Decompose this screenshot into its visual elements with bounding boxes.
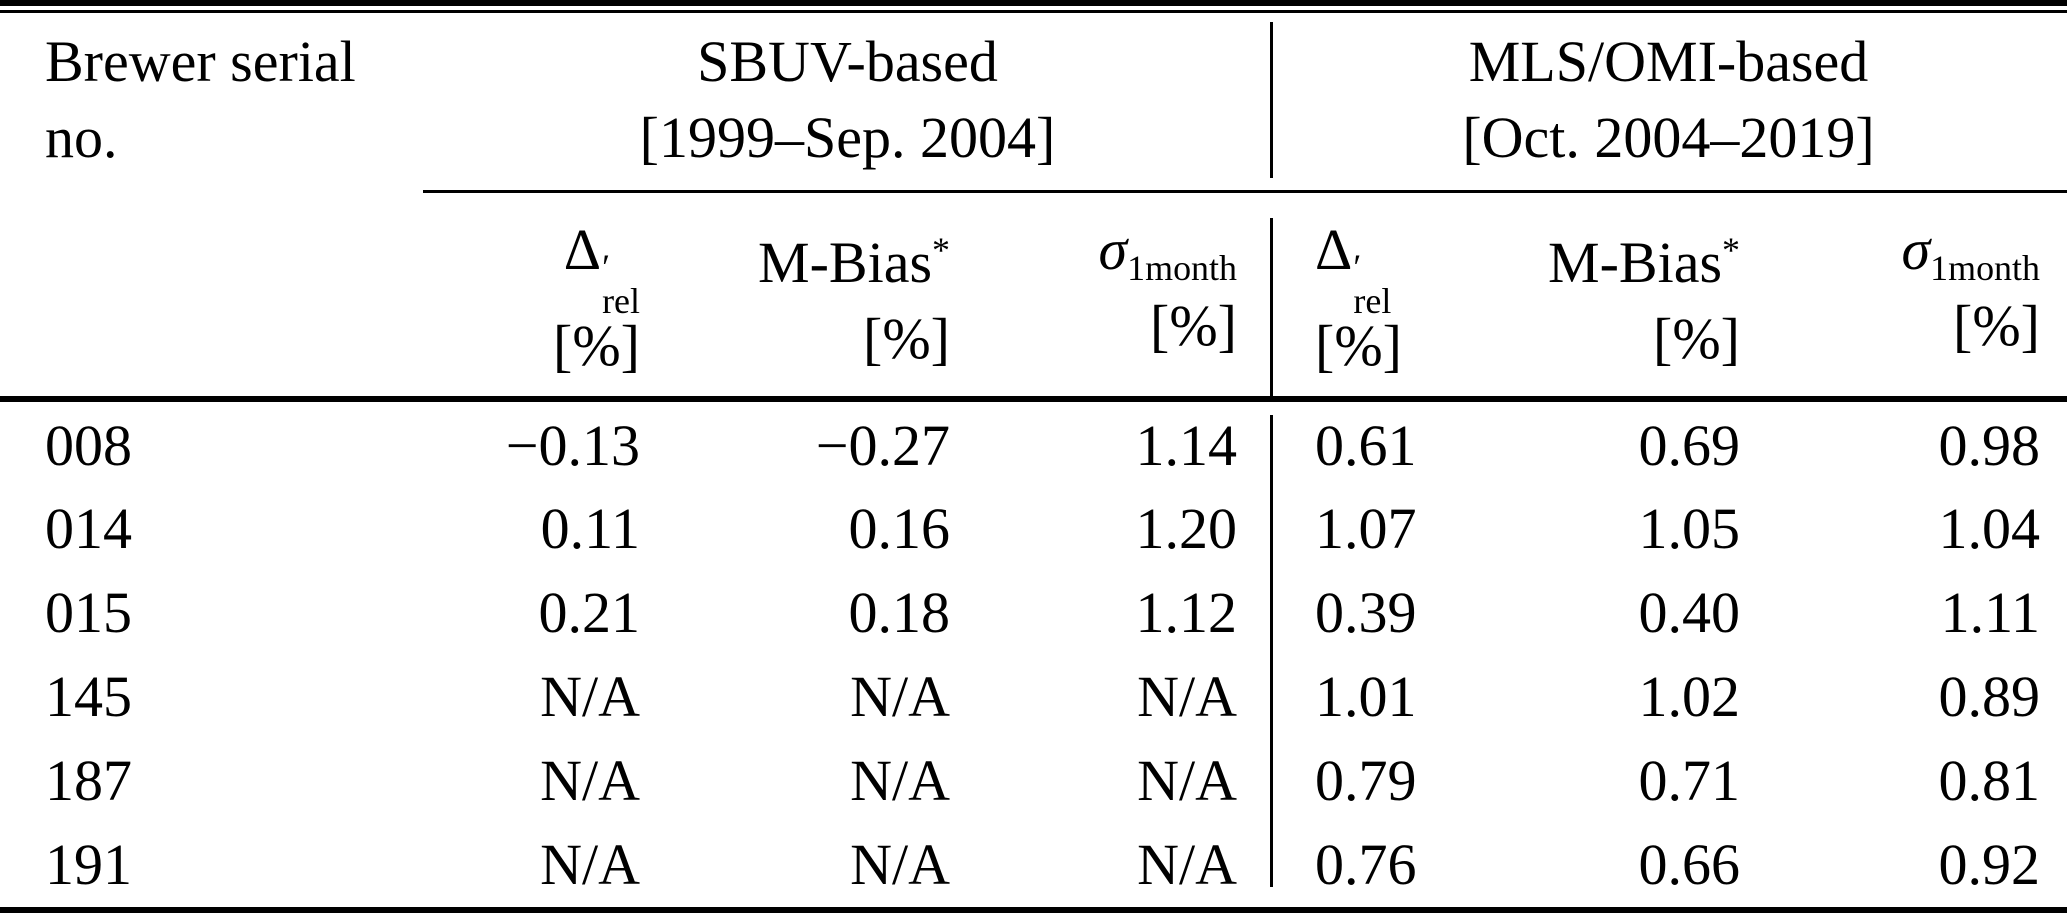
cell-mls-sigma: 1.04 [1938, 495, 2041, 561]
group-vertical-divider-top [1270, 22, 1273, 178]
column-header-mls-sigma: σ1month [%] [1740, 212, 2067, 396]
header-body-divider [0, 396, 2067, 402]
delta-prime: ′ [602, 247, 610, 288]
corner-header: Brewer serial no. [0, 24, 425, 196]
group-header-sbuv-period: [1999–Sep. 2004] [639, 105, 1056, 170]
mbias-asterisk: * [932, 230, 950, 270]
cell-serial: 014 [45, 495, 132, 561]
delta-prime: ′ [1353, 247, 1362, 288]
cell-sbuv-sigma: 1.20 [1135, 495, 1238, 561]
group-vertical-divider-mid [1270, 218, 1273, 396]
top-rule-thin [0, 10, 2067, 13]
unit-label: [%] [1653, 305, 1740, 371]
cell-sbuv-delta: N/A [540, 831, 640, 897]
cell-sbuv-delta: 0.21 [538, 579, 641, 645]
corner-header-line1: Brewer serial [45, 29, 356, 94]
cell-mls-mbias: 0.40 [1638, 579, 1741, 645]
cell-sbuv-delta: −0.13 [505, 412, 640, 478]
group-header-mls-omi-period: [Oct. 2004–2019] [1462, 105, 1875, 170]
group-header-underline [423, 190, 2067, 193]
cell-mls-delta: 0.79 [1315, 747, 1417, 813]
cell-mls-delta: 1.01 [1315, 663, 1417, 729]
cell-sbuv-delta: 0.11 [540, 495, 640, 561]
unit-label: [%] [1315, 313, 1402, 379]
cell-sbuv-mbias: 0.16 [848, 495, 951, 561]
sigma-subscript: 1month [1127, 247, 1237, 288]
cell-sbuv-mbias: 0.18 [848, 579, 951, 645]
table-row: 015 0.21 0.18 1.12 0.39 0.40 1.11 [0, 570, 2067, 654]
cell-mls-mbias: 0.69 [1638, 412, 1741, 478]
cell-serial: 008 [45, 412, 132, 478]
corner-header-line2: no. [45, 105, 118, 170]
cell-sbuv-sigma: N/A [1137, 663, 1237, 729]
bottom-rule [0, 907, 2067, 913]
cell-mls-mbias: 0.66 [1638, 831, 1741, 897]
cell-serial: 191 [45, 831, 132, 897]
column-header-spacer [0, 212, 425, 396]
mbias-label: M-Bias* [758, 229, 950, 295]
cell-mls-sigma: 0.89 [1938, 663, 2041, 729]
cell-mls-mbias: 1.02 [1638, 663, 1741, 729]
cell-sbuv-sigma: 1.12 [1135, 579, 1238, 645]
cell-sbuv-mbias: −0.27 [815, 412, 950, 478]
cell-mls-mbias: 0.71 [1638, 747, 1741, 813]
cell-sbuv-sigma: N/A [1137, 747, 1237, 813]
cell-sbuv-mbias: N/A [850, 831, 950, 897]
column-header-mls-mbias: M-Bias* [%] [1525, 212, 1740, 396]
cell-sbuv-delta: N/A [540, 747, 640, 813]
unit-label: [%] [863, 305, 950, 371]
table-row: 145 N/A N/A N/A 1.01 1.02 0.89 [0, 654, 2067, 738]
cell-mls-delta: 0.39 [1315, 579, 1417, 645]
group-header-mls-omi: MLS/OMI-based [Oct. 2004–2019] [1270, 24, 2067, 196]
cell-serial: 015 [45, 579, 132, 645]
cell-mls-sigma: 1.11 [1940, 579, 2040, 645]
table-row: 008 −0.13 −0.27 1.14 0.61 0.69 0.98 [0, 396, 2067, 486]
delta-rel-label: Δ ′ rel [1315, 217, 1392, 322]
cell-mls-sigma: 0.81 [1938, 747, 2041, 813]
cell-mls-delta: 1.07 [1315, 495, 1417, 561]
cell-mls-sigma: 0.92 [1938, 831, 2041, 897]
group-header-mls-omi-title: MLS/OMI-based [1468, 29, 1869, 94]
cell-mls-mbias: 1.05 [1638, 495, 1741, 561]
cell-serial: 187 [45, 747, 132, 813]
delta-subscript: rel [602, 281, 640, 322]
mbias-asterisk: * [1722, 230, 1740, 270]
group-header-sbuv: SBUV-based [1999–Sep. 2004] [425, 24, 1270, 196]
table-row: 187 N/A N/A N/A 0.79 0.71 0.81 [0, 738, 2067, 822]
cell-sbuv-sigma: 1.14 [1135, 412, 1238, 478]
cell-serial: 145 [45, 663, 132, 729]
table-row: 191 N/A N/A N/A 0.76 0.66 0.92 [0, 822, 2067, 906]
unit-label: [%] [1953, 293, 2040, 358]
column-header-sbuv-delta-rel: Δ ′ rel [%] [425, 212, 640, 396]
sigma-label: σ1month [1098, 217, 1237, 288]
top-rule-thick [0, 0, 2067, 6]
column-header-row: Δ ′ rel [%] M-Bias* [%] σ1month [%] Δ ′ rel … [0, 196, 2067, 396]
delta-rel-label: Δ ′ rel [563, 217, 640, 322]
mbias-label: M-Bias* [1548, 229, 1740, 295]
column-header-sbuv-sigma: σ1month [%] [950, 212, 1270, 396]
group-header-row: Brewer serial no. SBUV-based [1999–Sep. … [0, 0, 2067, 196]
cell-sbuv-sigma: N/A [1137, 831, 1237, 897]
table-row: 014 0.11 0.16 1.20 1.07 1.05 1.04 [0, 486, 2067, 570]
column-header-sbuv-mbias: M-Bias* [%] [640, 212, 950, 396]
column-header-mls-delta-rel: Δ ′ rel [%] [1270, 212, 1525, 396]
sigma-subscript: 1month [1930, 247, 2040, 288]
cell-sbuv-mbias: N/A [850, 663, 950, 729]
unit-label: [%] [1150, 293, 1237, 358]
cell-sbuv-mbias: N/A [850, 747, 950, 813]
sigma-label: σ1month [1901, 217, 2040, 288]
cell-sbuv-delta: N/A [540, 663, 640, 729]
group-vertical-divider-body [1270, 415, 1273, 887]
unit-label: [%] [553, 313, 640, 379]
group-header-sbuv-title: SBUV-based [697, 29, 998, 94]
cell-mls-delta: 0.76 [1315, 831, 1417, 897]
delta-subscript: rel [1353, 281, 1392, 322]
cell-mls-sigma: 0.98 [1938, 412, 2041, 478]
cell-mls-delta: 0.61 [1315, 412, 1417, 478]
